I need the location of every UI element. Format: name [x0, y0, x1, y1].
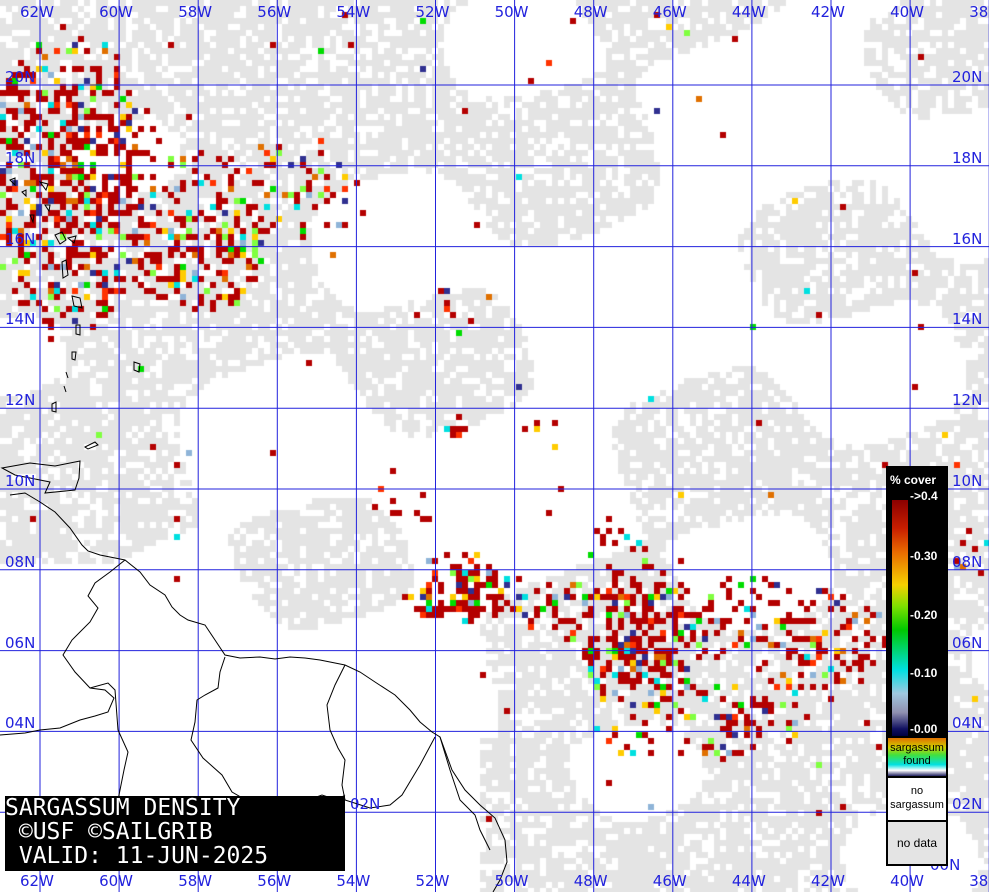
latitude-label: 10N: [5, 472, 36, 490]
map-title-block: SARGASSUM DENSITY ©USF ©SAILGRIB VALID: …: [5, 796, 345, 871]
longitude-label: 42W: [811, 872, 845, 890]
coastline: [0, 177, 508, 892]
longitude-label: 54W: [336, 3, 371, 21]
longitude-label: 38: [969, 872, 989, 890]
longitude-label: 56W: [257, 3, 292, 21]
legend-sargassum-found: sargassum found: [888, 738, 946, 776]
longitude-label: 48W: [573, 872, 608, 890]
latitude-label: 12N: [5, 391, 36, 410]
latitude-label: 02N: [350, 795, 381, 814]
lesser-antilles-grenadines: [63, 371, 69, 393]
amapa-coast: [439, 736, 491, 851]
latitude-label: 06N: [5, 633, 36, 652]
lesser-antilles-st-vincent: [71, 351, 77, 361]
longitude-label: 62W: [20, 3, 54, 21]
latitude-label: 20N: [5, 68, 36, 86]
lesser-antilles-st-lucia: [75, 324, 81, 336]
legend-tick: -0.30: [910, 549, 938, 563]
longitude-label: 40W: [890, 3, 925, 21]
latitude-label: 20N: [952, 68, 983, 86]
longitude-label: 58W: [178, 872, 213, 890]
longitude-label: 62W: [20, 872, 54, 890]
longitude-label: 50W: [494, 872, 529, 890]
latitude-label: 08N: [952, 552, 983, 571]
legend-tick: -0.00: [910, 722, 938, 736]
latitude-label: 14N: [952, 310, 983, 329]
longitude-label: 58W: [178, 3, 213, 21]
legend-no-data: no data: [888, 822, 946, 864]
trinidad-island: [0, 460, 81, 494]
guyana-suriname-border: [190, 656, 346, 811]
lesser-antilles-guadeloupe: [54, 231, 77, 245]
latitude-label: 16N: [952, 229, 983, 248]
latitude-label: 06N: [952, 633, 983, 652]
guyana-brazil-border: [89, 682, 129, 801]
latitude-label: 14N: [5, 310, 36, 329]
legend-header: % cover: [890, 473, 937, 487]
grenada-island: [51, 401, 57, 413]
latitude-label: 04N: [5, 714, 36, 733]
longitude-label: 52W: [415, 872, 450, 890]
longitude-label: 46W: [652, 872, 687, 890]
longitude-label: 42W: [811, 3, 845, 21]
legend-tick: -0.20: [910, 608, 938, 622]
valid-date: VALID: 11-JUN-2025: [5, 843, 269, 869]
legend-tick: -0.10: [910, 666, 938, 680]
copyright-text: ©USF ©SAILGRIB: [5, 819, 213, 845]
longitude-label: 46W: [652, 3, 687, 21]
latitude-label: 02N: [952, 795, 983, 814]
south-america-coast: [9, 492, 508, 892]
map-title: SARGASSUM DENSITY: [5, 795, 241, 821]
legend-no-sargassum: no sargassum: [888, 778, 946, 820]
latitude-label: 12N: [952, 391, 983, 410]
longitude-label: 40W: [890, 872, 925, 890]
legend-tick: ->0.4: [910, 489, 938, 503]
color-legend: % cover ->0.4 -0.30 -0.20 -0.10 -0.00 sa…: [886, 466, 948, 866]
tobago-island: [84, 441, 99, 450]
suriname-french-guiana-border: [326, 664, 436, 809]
longitude-label: 48W: [573, 3, 608, 21]
latitude-label: 18N: [952, 148, 983, 167]
longitude-label: 44W: [731, 3, 766, 21]
leeward-islands: [9, 177, 51, 224]
latitude-label: 10N: [952, 472, 983, 490]
longitude-label: 50W: [494, 3, 529, 21]
longitude-label: 52W: [415, 3, 450, 21]
longitude-label: 44W: [731, 872, 766, 890]
latitude-label: 08N: [5, 552, 36, 571]
latitude-label: 04N: [952, 714, 983, 733]
lesser-antilles-dominica: [61, 259, 69, 279]
longitude-label: 56W: [257, 872, 292, 890]
latitude-label: 16N: [5, 229, 36, 248]
legend-color-bar: [892, 500, 908, 736]
longitude-label: 38: [969, 3, 989, 21]
latitude-label: 18N: [5, 148, 36, 167]
lesser-antilles-martinique: [71, 295, 83, 309]
longitude-label: 60W: [99, 3, 134, 21]
longitude-label: 60W: [99, 872, 134, 890]
longitude-label: 54W: [336, 872, 371, 890]
barbados-island: [133, 361, 141, 373]
